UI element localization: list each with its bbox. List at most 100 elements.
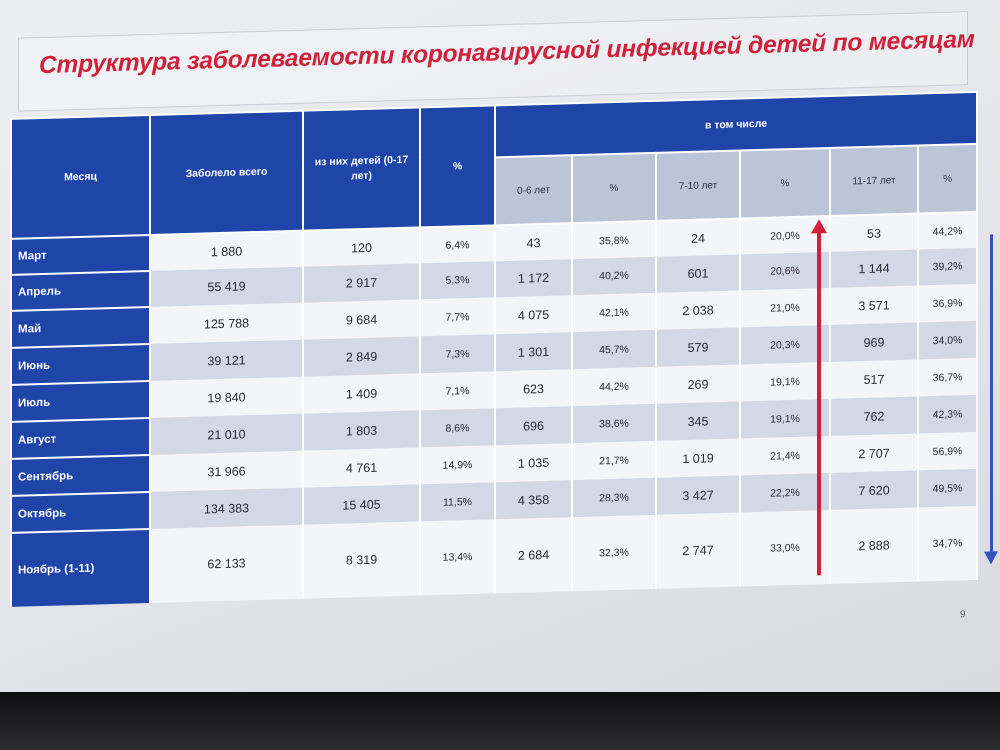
cell-pct-11-17: 49,5% xyxy=(918,468,978,508)
cell-pct-0-6: 44,2% xyxy=(572,366,656,407)
arrow-down-blue-icon xyxy=(990,234,993,553)
cell-children: 4 761 xyxy=(303,447,420,488)
morbidity-table: Месяц Заболело всего из них детей (0-17 … xyxy=(10,91,978,607)
header-age-11-17: 11-17 лет xyxy=(830,145,918,216)
cell-age-0-6: 1 035 xyxy=(495,443,572,483)
cell-children-pct: 11,5% xyxy=(420,482,495,522)
cell-pct-0-6: 32,3% xyxy=(572,514,656,592)
cell-total: 21 010 xyxy=(150,413,303,455)
cell-pct-11-17: 36,7% xyxy=(918,357,978,397)
monitor-bezel xyxy=(0,692,1000,750)
cell-total: 134 383 xyxy=(150,487,303,529)
cell-children-pct: 14,9% xyxy=(420,445,495,485)
cell-children: 1 803 xyxy=(303,410,420,451)
arrow-up-red-icon xyxy=(817,231,821,576)
cell-children-pct: 7,1% xyxy=(420,371,495,411)
cell-children-pct: 13,4% xyxy=(420,519,495,596)
cell-age-11-17: 969 xyxy=(830,322,918,362)
header-age-0-6: 0-6 лет xyxy=(495,155,572,226)
cell-pct-0-6: 40,2% xyxy=(572,256,656,296)
slide-title: Структура заболеваемости коронавирусной … xyxy=(39,25,975,80)
cell-age-11-17: 517 xyxy=(830,359,918,399)
cell-children-pct: 7,7% xyxy=(420,297,495,337)
cell-pct-0-6: 38,6% xyxy=(572,403,656,444)
cell-age-11-17: 7 620 xyxy=(830,470,918,510)
cell-children: 2 917 xyxy=(303,263,420,303)
header-pct-11-17: % xyxy=(918,143,978,214)
header-children-pct: % xyxy=(420,105,495,228)
cell-month: Май xyxy=(11,306,150,348)
table-body: Март 1 880 120 6,4% 43 35,8% 24 20,0% 53 44,2% Апр… xyxy=(11,211,978,607)
cell-age-0-6: 43 xyxy=(495,223,572,262)
cell-pct-11-17: 34,0% xyxy=(918,320,978,360)
cell-pct-11-17: 39,2% xyxy=(918,247,978,286)
cell-age-0-6: 4 075 xyxy=(495,295,572,335)
cell-children-pct: 7,3% xyxy=(420,334,495,374)
cell-age-7-10: 24 xyxy=(656,218,740,257)
cell-age-7-10: 345 xyxy=(656,401,740,441)
cell-age-11-17: 2 888 xyxy=(830,507,918,584)
cell-age-11-17: 3 571 xyxy=(830,285,918,325)
cell-pct-11-17: 36,9% xyxy=(918,283,978,323)
cell-month: Август xyxy=(11,417,150,459)
cell-pct-11-17: 34,7% xyxy=(918,505,978,582)
header-total: Заболело всего xyxy=(150,110,303,235)
cell-total: 39 121 xyxy=(150,339,303,381)
header-month: Месяц xyxy=(11,114,150,239)
cell-children-pct: 8,6% xyxy=(420,408,495,448)
cell-children: 120 xyxy=(303,227,420,267)
cell-age-7-10: 269 xyxy=(656,364,740,404)
cell-total: 19 840 xyxy=(150,376,303,418)
cell-age-11-17: 2 707 xyxy=(830,433,918,473)
cell-age-7-10: 1 019 xyxy=(656,438,740,478)
projection-screen: Структура заболеваемости коронавирусной … xyxy=(0,0,1000,692)
cell-age-11-17: 762 xyxy=(830,396,918,436)
cell-pct-11-17: 56,9% xyxy=(918,431,978,471)
cell-age-7-10: 601 xyxy=(656,254,740,293)
cell-month: Октябрь xyxy=(11,491,150,533)
slide: Структура заболеваемости коронавирусной … xyxy=(6,0,1000,690)
cell-children: 2 849 xyxy=(303,336,420,377)
cell-month: Март xyxy=(11,234,150,275)
cell-age-0-6: 623 xyxy=(495,369,572,409)
cell-children: 8 319 xyxy=(303,521,420,599)
cell-children-pct: 6,4% xyxy=(420,225,495,264)
cell-pct-0-6: 45,7% xyxy=(572,329,656,370)
cell-month: Июнь xyxy=(11,343,150,385)
cell-month: Ноябрь (1-11) xyxy=(11,528,150,607)
cell-total: 62 133 xyxy=(150,524,303,603)
header-age-7-10: 7-10 лет xyxy=(656,150,740,221)
cell-children: 1 409 xyxy=(303,373,420,414)
cell-age-0-6: 1 172 xyxy=(495,259,572,298)
cell-age-0-6: 4 358 xyxy=(495,480,572,520)
cell-pct-0-6: 21,7% xyxy=(572,440,656,481)
cell-pct-0-6: 35,8% xyxy=(572,220,656,260)
cell-total: 1 880 xyxy=(150,230,303,271)
cell-total: 125 788 xyxy=(150,302,303,344)
header-pct-0-6: % xyxy=(572,152,656,224)
cell-age-7-10: 579 xyxy=(656,327,740,367)
cell-pct-11-17: 42,3% xyxy=(918,394,978,434)
cell-age-0-6: 1 301 xyxy=(495,332,572,372)
cell-age-7-10: 2 038 xyxy=(656,290,740,330)
cell-children: 15 405 xyxy=(303,484,420,525)
cell-age-0-6: 2 684 xyxy=(495,517,572,594)
cell-month: Сентябрь xyxy=(11,454,150,496)
cell-month: Июль xyxy=(11,380,150,422)
page-number: 9 xyxy=(960,609,966,621)
cell-age-7-10: 2 747 xyxy=(656,512,740,589)
cell-age-11-17: 53 xyxy=(830,213,918,252)
cell-pct-0-6: 28,3% xyxy=(572,477,656,518)
cell-pct-11-17: 44,2% xyxy=(918,211,978,250)
header-children: из них детей (0-17 лет) xyxy=(303,107,420,231)
cell-month: Апрель xyxy=(11,270,150,311)
cell-age-11-17: 1 144 xyxy=(830,249,918,288)
header-pct-7-10: % xyxy=(740,147,830,219)
cell-children-pct: 5,3% xyxy=(420,261,495,300)
cell-children: 9 684 xyxy=(303,299,420,340)
cell-pct-0-6: 42,1% xyxy=(572,292,656,333)
cell-total: 31 966 xyxy=(150,450,303,492)
cell-age-0-6: 696 xyxy=(495,406,572,446)
cell-age-7-10: 3 427 xyxy=(656,475,740,515)
cell-total: 55 419 xyxy=(150,266,303,307)
